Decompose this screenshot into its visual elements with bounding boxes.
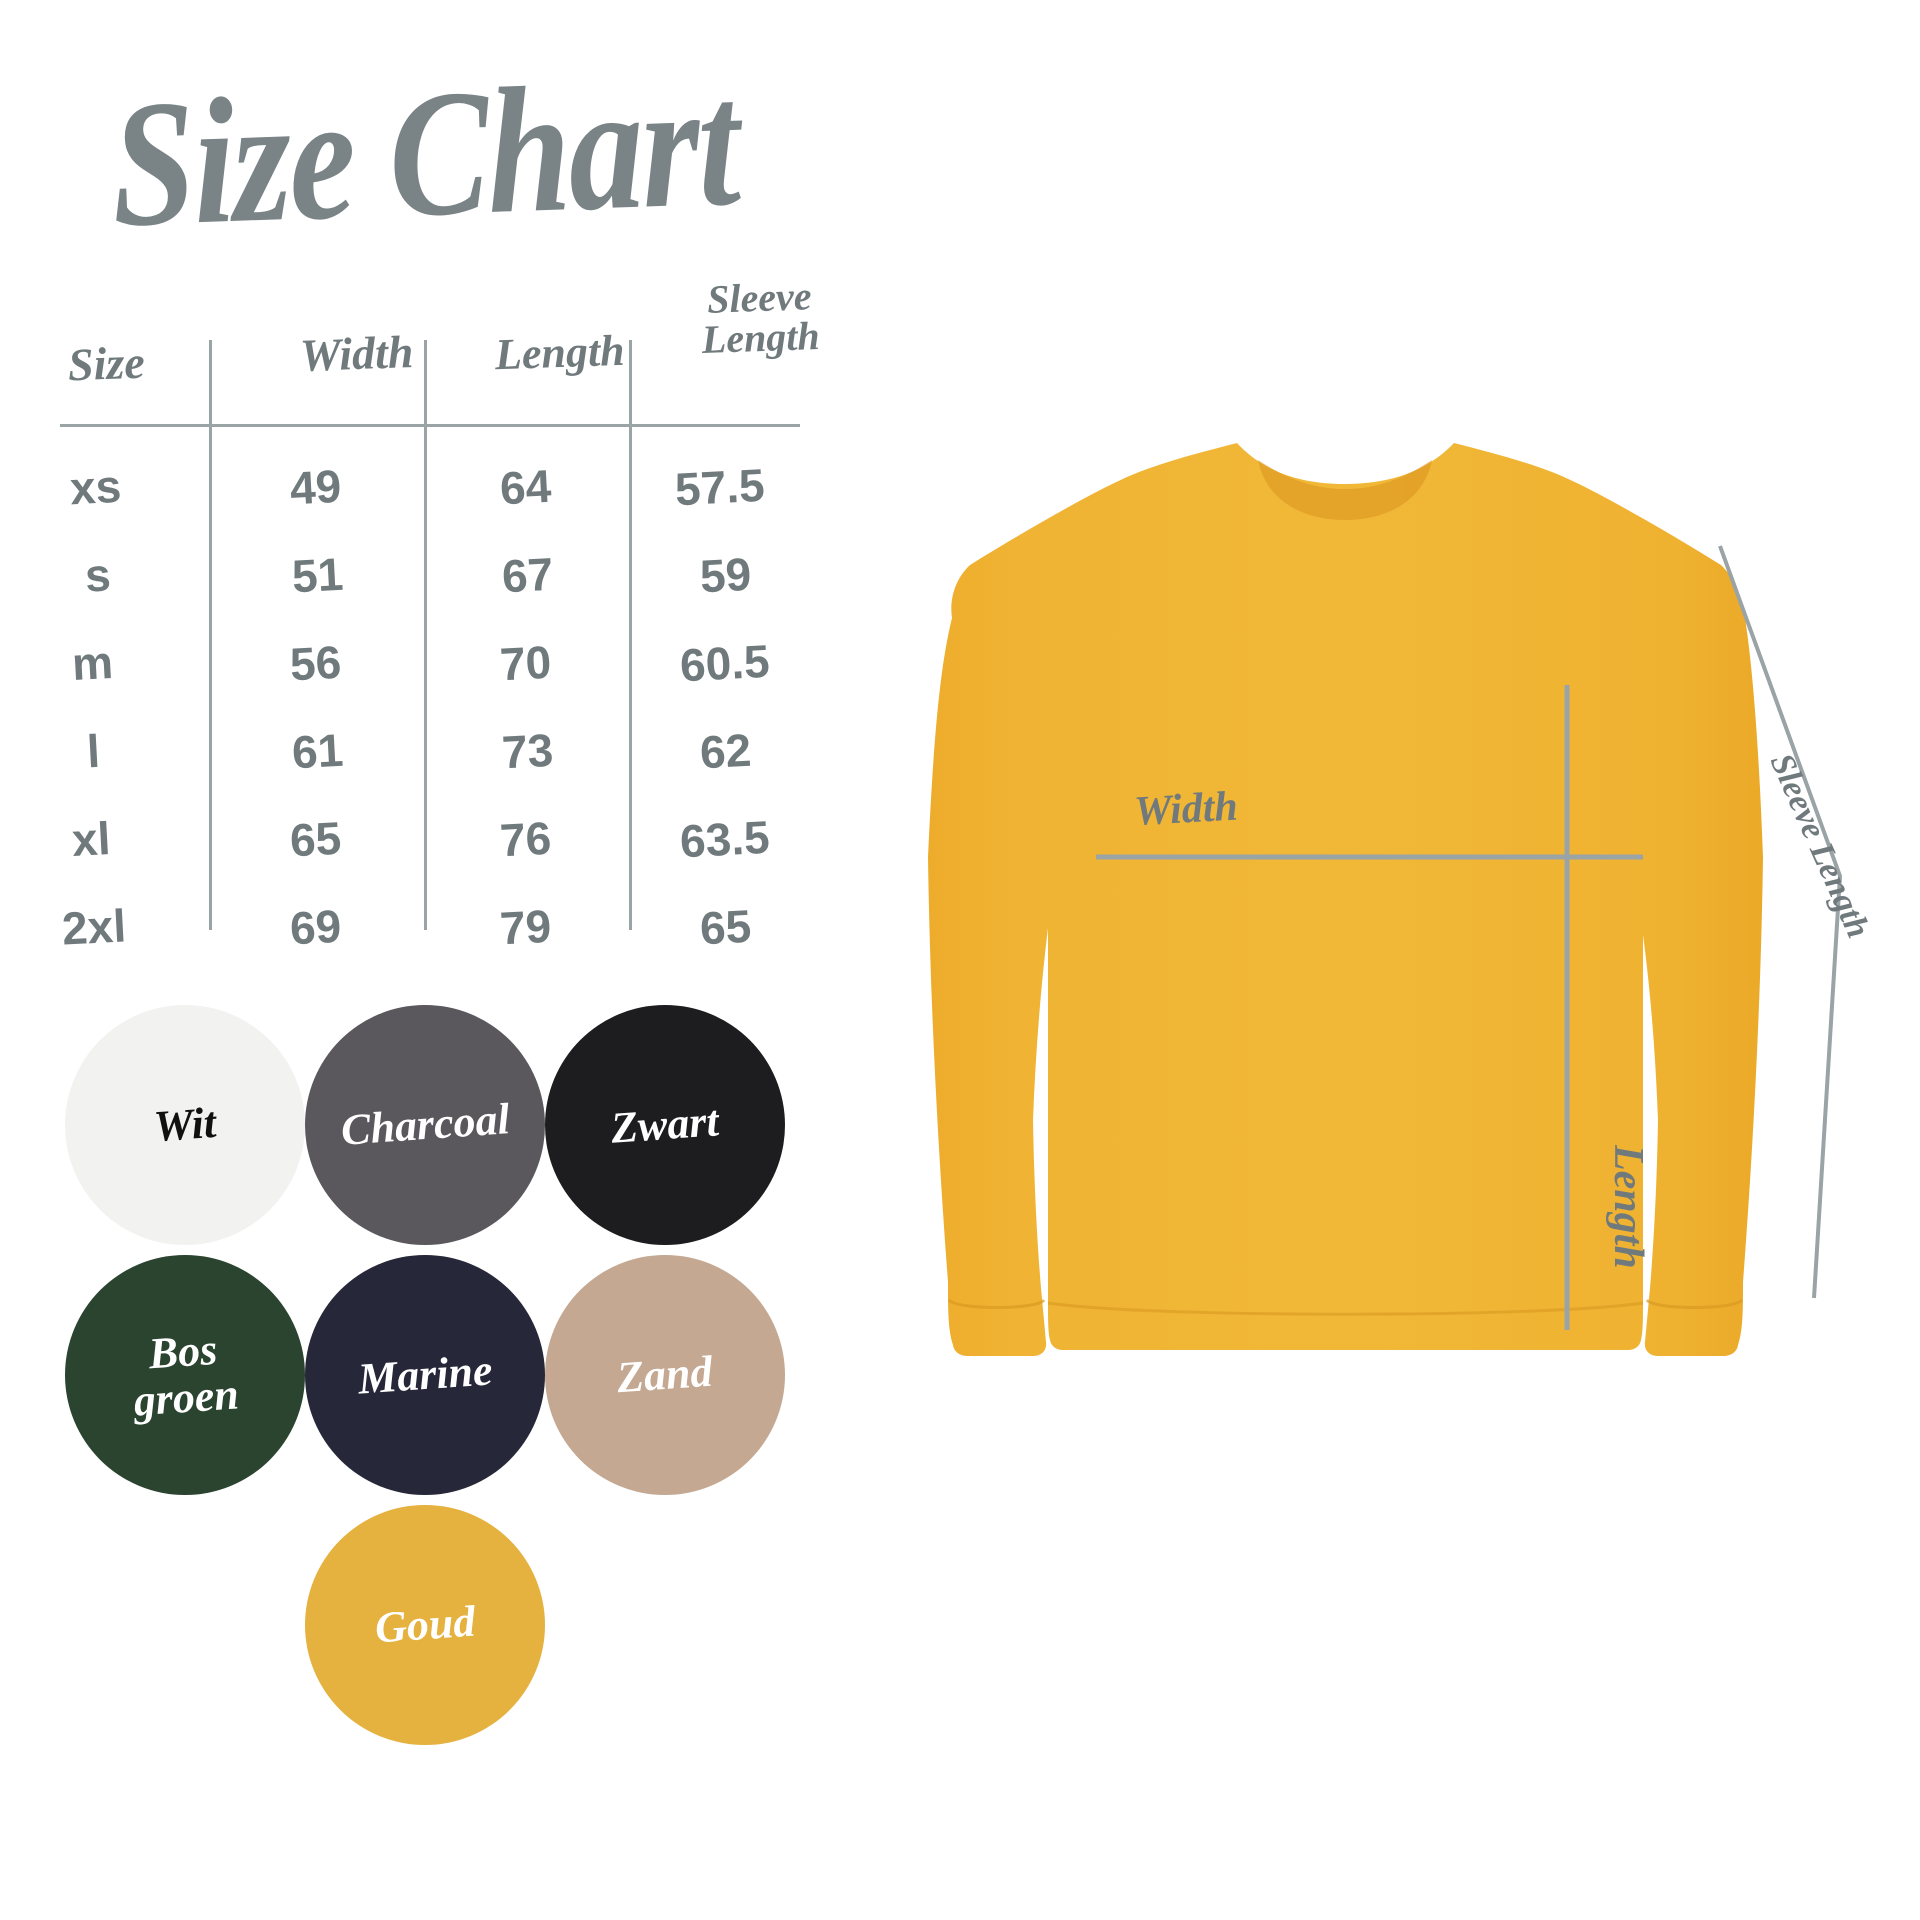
svg-text:Length: Length — [1605, 1144, 1651, 1269]
svg-text:Width: Width — [1133, 784, 1239, 835]
svg-text:Sleeve Length: Sleeve Length — [1763, 748, 1877, 943]
